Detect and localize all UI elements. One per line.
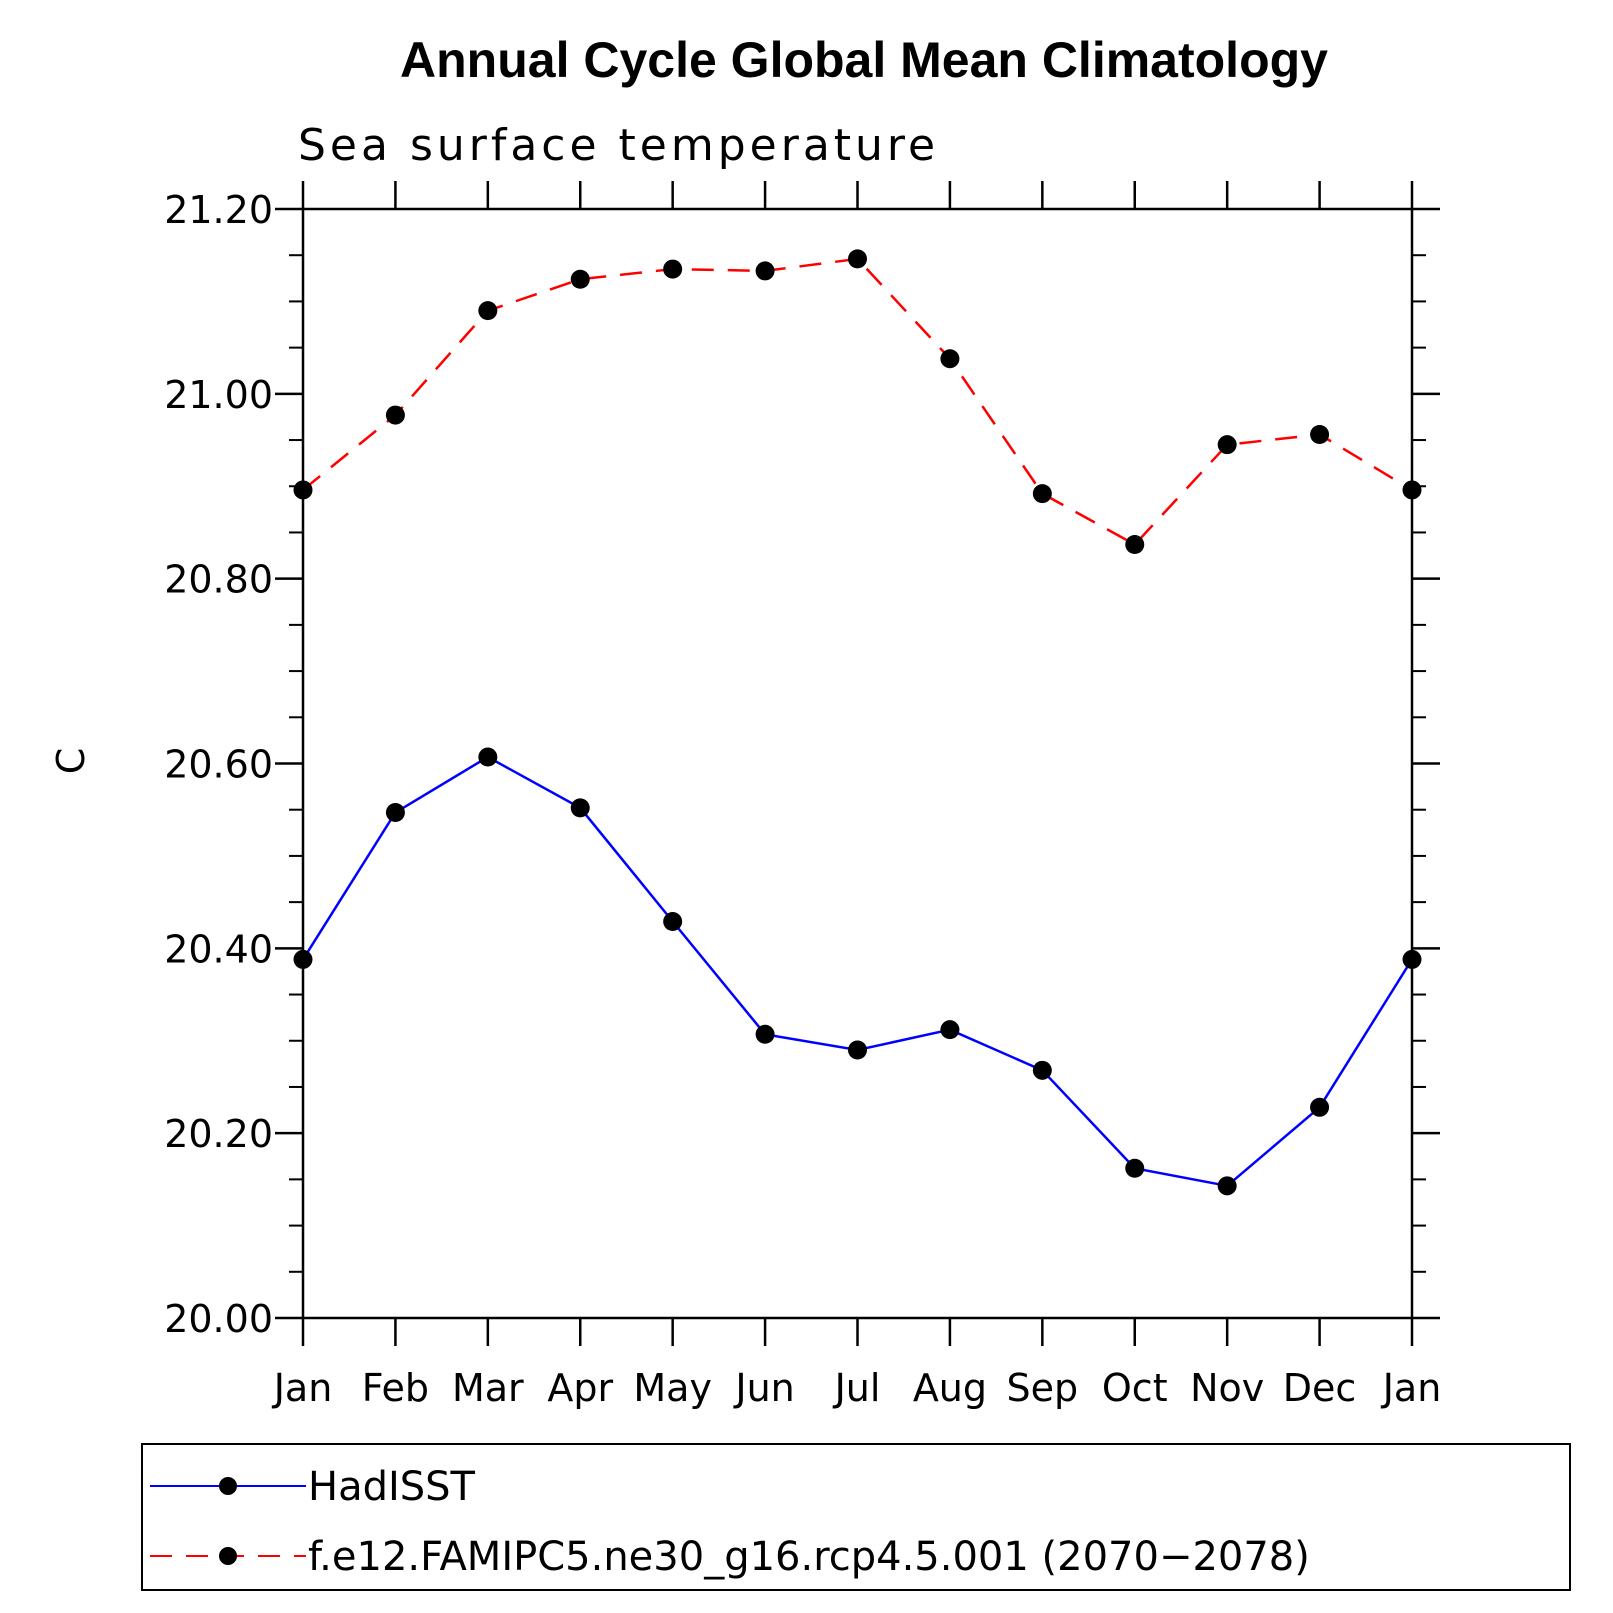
data-point-0	[1310, 1097, 1330, 1117]
data-point-1	[478, 301, 498, 321]
y-axis-label: C	[49, 748, 93, 775]
data-point-1	[1310, 424, 1330, 444]
y-tick-label: 21.20	[164, 188, 273, 232]
y-tick-label: 21.00	[164, 373, 273, 417]
x-tick-label: Apr	[547, 1366, 613, 1410]
x-tick-label: May	[633, 1366, 712, 1410]
data-point-1	[1402, 480, 1422, 500]
data-point-0	[755, 1024, 775, 1044]
legend-marker-model	[219, 1547, 237, 1565]
x-tick-label: Jan	[1381, 1366, 1442, 1410]
data-point-1	[663, 259, 683, 279]
data-point-0	[1125, 1158, 1145, 1178]
data-point-0	[1032, 1060, 1052, 1080]
x-tick-label: Jan	[272, 1366, 333, 1410]
data-point-0	[848, 1040, 867, 1060]
x-tick-label: Mar	[452, 1366, 524, 1410]
y-tick-label: 20.20	[164, 1112, 273, 1156]
data-point-1	[570, 269, 590, 289]
legend-label-hadisst: HadISST	[308, 1464, 476, 1510]
data-point-1	[1125, 534, 1145, 554]
data-point-0	[940, 1020, 960, 1040]
plot-frame	[301, 207, 1414, 1320]
data-point-0	[385, 802, 405, 822]
data-point-1	[940, 349, 960, 369]
data-point-1	[385, 405, 405, 425]
y-tick-label: 20.60	[164, 743, 273, 787]
y-tick-label: 20.40	[164, 927, 273, 971]
data-point-0	[663, 912, 683, 932]
legend-box	[141, 1443, 1571, 1591]
legend-marker-hadisst	[219, 1477, 237, 1495]
x-tick-label: Jul	[833, 1366, 881, 1410]
data-point-0	[570, 798, 590, 818]
data-point-1	[755, 261, 775, 281]
y-tick-label: 20.80	[164, 558, 273, 602]
x-tick-label: Oct	[1102, 1366, 1168, 1410]
series-markers	[293, 249, 1422, 1196]
chart-subtitle: Sea surface temperature	[298, 120, 939, 171]
data-point-0	[1217, 1176, 1237, 1196]
data-point-0	[293, 949, 313, 969]
data-point-0	[478, 747, 498, 767]
series-line-1	[302, 257, 1413, 547]
chart-title: Annual Cycle Global Mean Climatology	[400, 32, 1328, 88]
legend-label-model: f.e12.FAMIPC5.ne30_g16.rcp4.5.001 (2070−…	[308, 1534, 1310, 1580]
data-point-1	[1217, 435, 1237, 455]
series-line-0	[301, 755, 1414, 1188]
data-point-1	[293, 480, 313, 500]
x-tick-label: Dec	[1283, 1366, 1357, 1410]
legend: HadISST f.e12.FAMIPC5.ne30_g16.rcp4.5.00…	[141, 1443, 1571, 1591]
x-tick-label: Aug	[913, 1366, 987, 1410]
x-tick-label: Jun	[733, 1366, 794, 1410]
data-point-0	[1402, 949, 1422, 969]
data-point-1	[1032, 484, 1052, 504]
x-tick-label: Nov	[1190, 1366, 1264, 1410]
x-tick-label: Feb	[362, 1366, 429, 1410]
x-tick-label: Sep	[1007, 1366, 1079, 1410]
y-tick-label: 20.00	[164, 1297, 273, 1341]
axes: 20.00 20.20 20.40 20.60 20.80 21.00 21.20 Jan Fe…	[164, 181, 1441, 1410]
data-point-1	[848, 249, 867, 269]
